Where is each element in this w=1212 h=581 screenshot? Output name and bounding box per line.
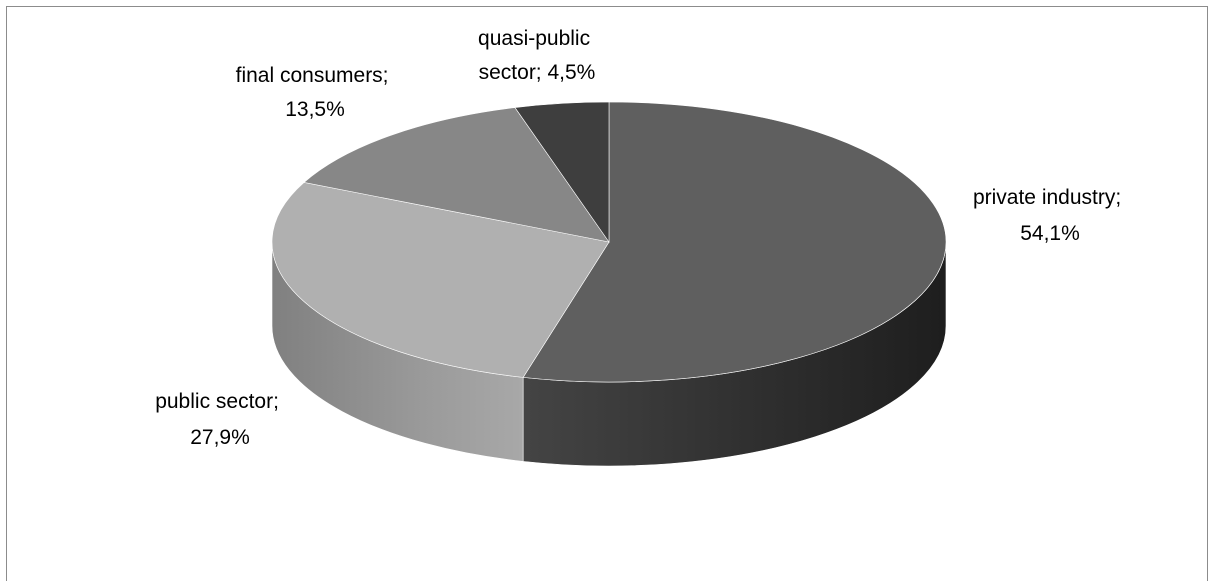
slice-quasi-public-sector <box>514 101 610 243</box>
slice-label-quasi-public-sector: quasi-public sector; 4,5% <box>478 27 596 84</box>
slice-label-public-sector: public sector; 27,9% <box>155 390 285 449</box>
slice-label-final-consumers: final consumers; 13,5% <box>236 64 395 121</box>
slice-public-sector <box>271 182 610 378</box>
pie-tops <box>271 101 947 383</box>
slice-private-industry <box>522 101 947 383</box>
slice-final-consumers <box>303 107 610 243</box>
slice-label-private-industry: private industry; 54,1% <box>973 186 1127 245</box>
pie-labels: private industry; 54,1% public sector; 2… <box>155 27 1127 449</box>
